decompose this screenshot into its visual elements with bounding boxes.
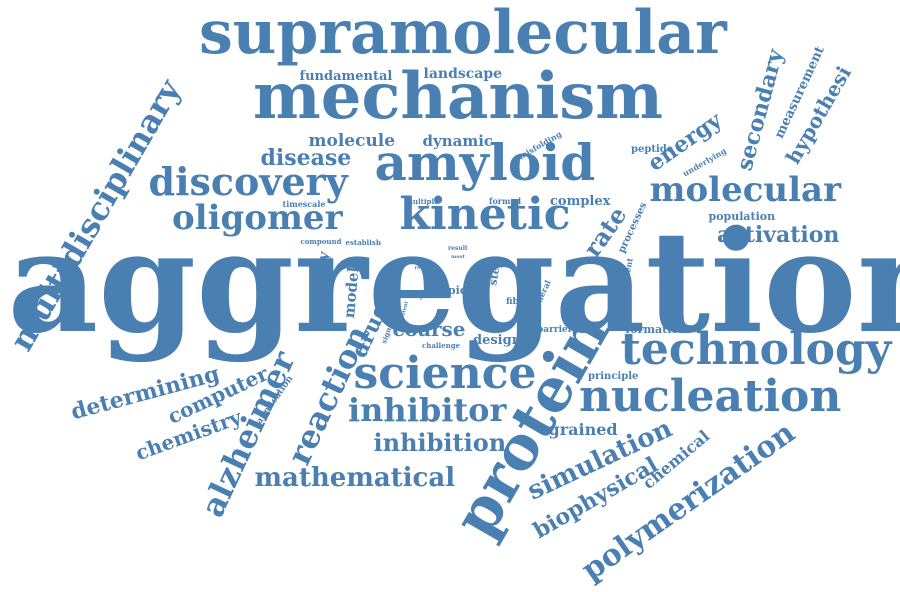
word-compound: compound <box>300 236 342 246</box>
word-establish: establish <box>345 237 381 247</box>
word-amyloid: amyloid <box>374 133 596 192</box>
word-discovery: discovery <box>148 159 348 204</box>
word-science: science <box>353 348 537 399</box>
word-activation: activation <box>717 222 840 248</box>
word-multiple: multiple <box>405 196 439 206</box>
word-aggregation: aggregation <box>7 201 900 365</box>
word-timescale: timescale <box>282 199 326 209</box>
word-technology: technology <box>620 324 892 375</box>
word-molecule: molecule <box>308 130 396 151</box>
word-oligomer: oligomer <box>172 198 343 238</box>
word-coarse: coarse <box>392 317 466 341</box>
word-inhibition: inhibition <box>373 428 507 457</box>
word-reveal: reveal <box>414 264 432 271</box>
word-barrier: barrier <box>537 324 573 335</box>
word-mechanism: mechanism <box>253 59 663 134</box>
word-principle: principle <box>588 371 639 382</box>
word-formed: formed <box>489 196 522 206</box>
word-population: population <box>708 209 776 223</box>
word-challenge: challenge <box>422 340 461 350</box>
word-design: design <box>473 332 522 348</box>
word-secondary: secondary <box>731 46 789 174</box>
word-fundamental: fundamental <box>299 68 393 84</box>
word-peptide: peptide <box>631 144 674 155</box>
word-most: most <box>451 253 465 260</box>
word-kinetic: kinetic <box>399 189 571 240</box>
word-molecular: molecular <box>649 170 841 210</box>
word-formation: formation <box>625 322 687 336</box>
word-topic: topic <box>435 283 467 297</box>
word-present: present <box>420 293 446 300</box>
word-disease: disease <box>260 145 352 171</box>
word-supramolecular: supramolecular <box>199 0 727 68</box>
word-grained: grained <box>548 420 618 439</box>
word-result: result <box>448 245 468 252</box>
word-inhibitor: inhibitor <box>348 391 507 429</box>
word-complex: complex <box>550 193 611 209</box>
word-landscape: landscape <box>423 66 503 82</box>
word-fibril: fibril <box>506 296 531 307</box>
word-nucleation: nucleation <box>579 371 842 422</box>
word-model: model <box>340 265 363 319</box>
word-dynamic: dynamic <box>422 131 494 150</box>
word-mathematical: mathematical <box>254 463 456 493</box>
